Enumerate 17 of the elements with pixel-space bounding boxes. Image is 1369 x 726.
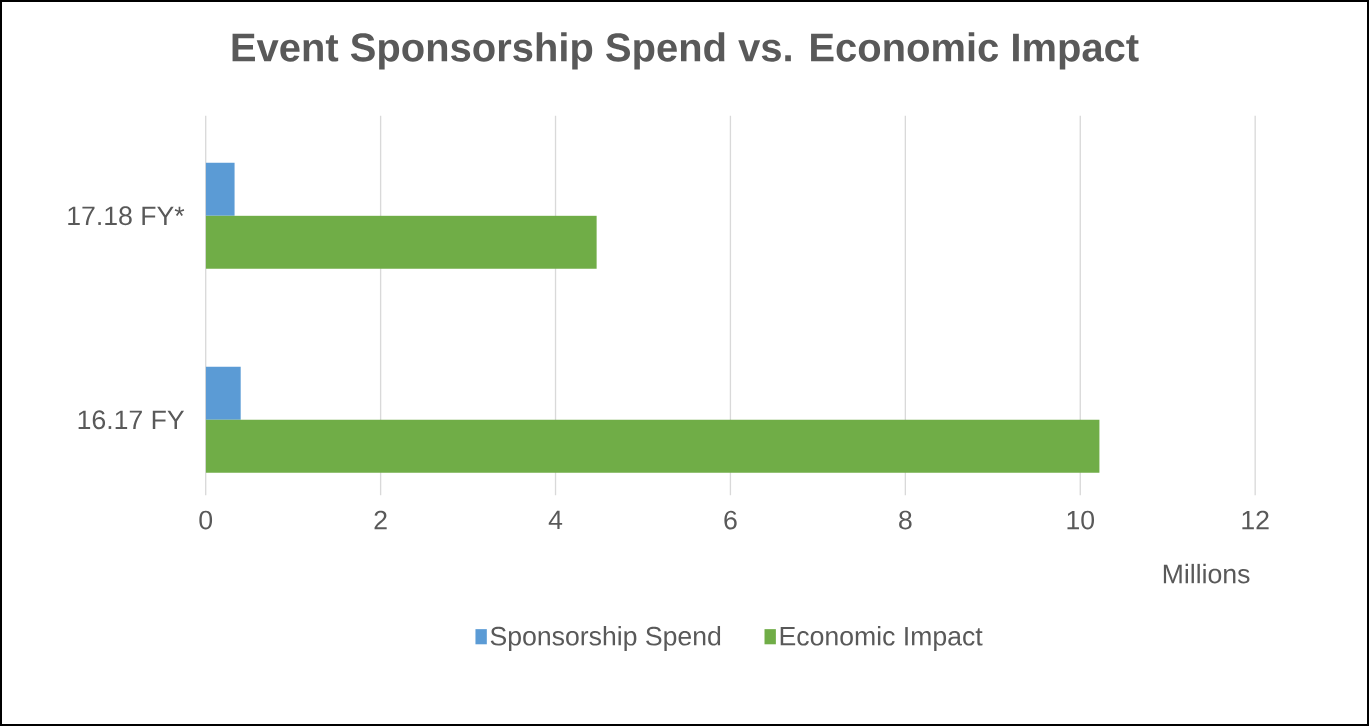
y-tick-label: 16.17 FY	[78, 410, 185, 430]
x-tick-label: 12	[1242, 510, 1269, 530]
x-tick-label: 0	[199, 510, 213, 530]
x-tick-label: 6	[724, 510, 737, 530]
bar	[205, 419, 1100, 473]
bar	[205, 215, 597, 269]
legend-label: Economic Impact	[780, 626, 983, 651]
x-tick-label: 10	[1067, 510, 1095, 530]
x-tick-label: 2	[374, 510, 387, 530]
bar	[205, 366, 241, 420]
x-tick-label: 8	[899, 510, 912, 530]
legend-label: Sponsorship Spend	[490, 626, 721, 651]
x-axis-title: Millions	[1163, 563, 1250, 584]
bar	[205, 162, 235, 216]
chart-title: Event Sponsorship Spend vs. Economic Impact	[232, 32, 1139, 70]
y-tick-label: 17.18 FY*	[68, 206, 185, 226]
x-tick-label: 4	[548, 510, 563, 529]
